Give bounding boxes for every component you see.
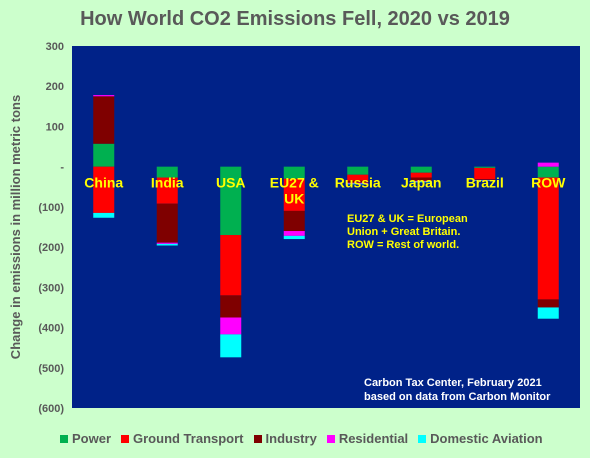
bar-segment xyxy=(93,143,115,167)
bar-segment xyxy=(283,231,305,236)
category-label: Brazil xyxy=(466,175,504,191)
chart-title: How World CO2 Emissions Fell, 2020 vs 20… xyxy=(80,8,510,30)
y-tick-label: - xyxy=(60,162,64,174)
legend-swatch xyxy=(60,434,68,443)
bar-segment xyxy=(347,182,369,184)
bar-segment xyxy=(537,177,559,300)
source-note: based on data from Carbon Monitor xyxy=(364,391,551,403)
bar-segment xyxy=(410,180,432,182)
bar-segment xyxy=(156,243,178,246)
bar-segment xyxy=(347,183,369,185)
legend-label: Residential xyxy=(338,431,409,446)
bar-segment xyxy=(220,317,242,335)
bar-segment xyxy=(347,174,369,181)
bar-segment xyxy=(474,179,496,181)
eu-note: EU27 & UK = European Union + Great Britai… xyxy=(347,213,468,238)
category-label: India xyxy=(151,175,184,191)
legend-swatch xyxy=(326,434,335,443)
bar-segment xyxy=(347,166,369,175)
bar-segment xyxy=(283,235,305,240)
legend-label: Ground Transport xyxy=(133,431,244,446)
legend-swatch xyxy=(253,434,262,443)
bar-segment xyxy=(93,212,115,218)
bar-segment xyxy=(474,180,496,181)
plot-area xyxy=(72,46,580,408)
y-tick-label: (100) xyxy=(38,202,64,214)
bar-segment xyxy=(156,177,178,204)
bar-segment xyxy=(220,235,242,296)
bar-segment xyxy=(474,179,496,180)
bar-segment xyxy=(156,242,178,244)
bar-segment xyxy=(220,166,242,236)
bar-segment xyxy=(93,166,115,213)
category-label: Japan xyxy=(401,175,441,191)
bar-segment xyxy=(474,167,496,180)
y-tick-label: 300 xyxy=(46,41,64,53)
legend-item: Ground Transport xyxy=(121,431,244,446)
legend-item: Domestic Aviation xyxy=(418,431,543,446)
category-label: China xyxy=(84,175,123,191)
legend-swatch xyxy=(418,434,427,443)
y-tick-label: (600) xyxy=(38,403,64,415)
bar-segment xyxy=(537,162,559,167)
bar-segment xyxy=(283,210,305,232)
bar-segment xyxy=(410,172,432,178)
bar-segment xyxy=(283,178,305,211)
bar-segment xyxy=(410,177,432,181)
category-label: ROW xyxy=(531,175,566,191)
bar-segment xyxy=(537,166,559,178)
legend-swatch xyxy=(121,434,130,443)
bar-segment xyxy=(410,166,432,173)
y-tick-label: (500) xyxy=(38,363,64,375)
source-note: Carbon Tax Center, February 2021 xyxy=(364,377,542,389)
legend-label: Industry xyxy=(265,431,317,446)
bar-segment xyxy=(474,166,496,168)
legend: Power Ground Transport Industry Residential… xyxy=(60,431,543,446)
bar-segment xyxy=(93,96,115,144)
bar-segment xyxy=(156,203,178,243)
bar-segment xyxy=(156,166,178,178)
bar-segment xyxy=(220,334,242,358)
y-tick-label: 200 xyxy=(46,81,64,93)
y-tick-label: 100 xyxy=(46,121,64,133)
category-label: USA xyxy=(216,175,246,191)
legend-label: Power xyxy=(72,431,112,446)
y-axis-label: Change in emissions in million metric to… xyxy=(8,95,23,359)
bar-segment xyxy=(347,180,369,183)
row-note: ROW = Rest of world. xyxy=(347,239,459,251)
y-tick-label: (300) xyxy=(38,282,64,294)
legend-item: Industry xyxy=(253,431,317,446)
y-tick-label: (200) xyxy=(38,242,64,254)
category-label: EU27 & UK xyxy=(270,175,319,207)
bar-segment xyxy=(537,307,559,319)
y-tick-label: (400) xyxy=(38,323,64,335)
bar-segment xyxy=(220,295,242,318)
legend-item: Residential xyxy=(326,431,409,446)
legend-item: Power xyxy=(60,431,111,446)
bar-segment xyxy=(283,166,305,179)
category-label: Russia xyxy=(335,175,381,191)
bar-segment xyxy=(93,95,115,97)
legend-label: Domestic Aviation xyxy=(430,431,543,446)
bar-segment xyxy=(410,181,432,183)
bar-segment xyxy=(537,299,559,308)
